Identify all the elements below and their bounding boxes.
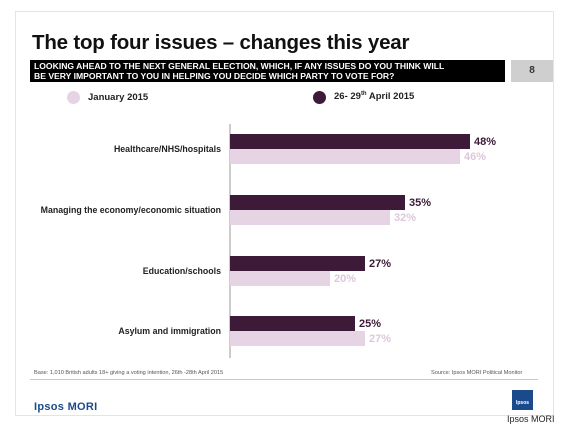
legend-april-swatch: [313, 90, 326, 104]
slide-title: The top four issues – changes this year: [32, 31, 410, 54]
bar-april: [230, 134, 470, 149]
question-line-2: BE VERY IMPORTANT TO YOU IN HELPING YOU …: [34, 71, 395, 81]
category-label: Managing the economy/economic situation: [40, 205, 221, 215]
footer-divider: [30, 379, 538, 380]
data-label-january: 20%: [334, 273, 356, 285]
category-label: Asylum and immigration: [118, 326, 221, 336]
legend-january-label: January 2015: [88, 91, 149, 103]
question-line-1: LOOKING AHEAD TO THE NEXT GENERAL ELECTI…: [34, 61, 445, 71]
bar-january: [230, 271, 330, 286]
page-number: 8: [511, 60, 553, 82]
bar-january: [230, 210, 390, 225]
legend-january: January 2015: [67, 90, 148, 104]
data-label-april: 27%: [369, 258, 391, 270]
data-label-april: 25%: [359, 318, 381, 330]
ipsos-logo: Ipsos: [512, 390, 533, 410]
bar-april: [230, 316, 355, 331]
question-banner: LOOKING AHEAD TO THE NEXT GENERAL ELECTI…: [30, 60, 505, 82]
data-label-april: 35%: [409, 197, 431, 209]
image-credit: Ipsos MORI: [507, 414, 555, 424]
bar-april: [230, 195, 405, 210]
legend-april: 26- 29th April 2015: [313, 90, 414, 104]
category-label: Education/schools: [142, 266, 221, 276]
bar-january: [230, 149, 460, 164]
footer-source-note: Source: Ipsos MORI Political Monitor: [431, 370, 523, 376]
data-label-january: 46%: [464, 151, 486, 163]
data-label-january: 32%: [394, 212, 416, 224]
legend-january-swatch: [67, 90, 80, 104]
legend-april-label: 26- 29th April 2015: [334, 91, 415, 103]
bar-january: [230, 331, 365, 346]
data-label-january: 27%: [369, 333, 391, 345]
brand-name: Ipsos MORI: [34, 401, 98, 413]
category-label: Healthcare/NHS/hospitals: [113, 144, 221, 154]
footer-base-note: Base: 1,010 British adults 18+ giving a …: [34, 370, 224, 376]
bar-april: [230, 256, 365, 271]
data-label-april: 48%: [474, 136, 496, 148]
